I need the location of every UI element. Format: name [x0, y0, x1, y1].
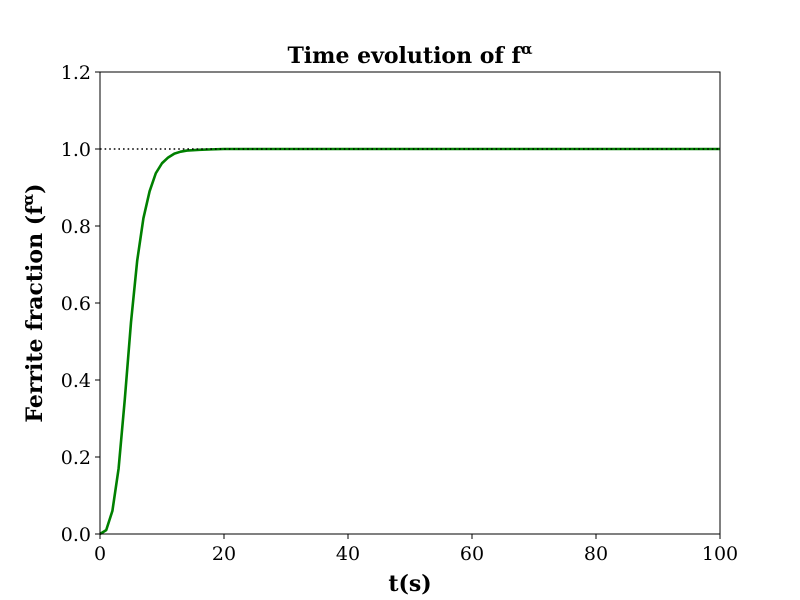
- x-axis-label: t(s): [388, 571, 431, 597]
- y-axis-label: Ferrite fraction (fα): [19, 183, 48, 422]
- y-tick-label: 0.8: [61, 216, 91, 238]
- x-tick-label: 20: [212, 543, 236, 565]
- y-tick-label: 1.0: [61, 139, 91, 161]
- plot-area: [99, 71, 721, 536]
- x-axis: 0 20 40 60 80 100: [94, 534, 738, 565]
- x-tick-label: 60: [460, 543, 484, 565]
- x-tick-label: 40: [336, 543, 360, 565]
- chart-title-text: Time evolution of f: [287, 43, 522, 69]
- x-tick-label: 100: [702, 543, 738, 565]
- y-axis-label-text: Ferrite fraction (f: [22, 204, 48, 423]
- y-tick-label: 0.6: [61, 293, 91, 315]
- plot-frame: [99, 71, 721, 535]
- y-tick-label: 0.0: [61, 524, 91, 546]
- x-tick-label: 0: [94, 543, 106, 565]
- y-axis: 0.0 0.2 0.4 0.6 0.8 1.0 1.2: [61, 62, 100, 546]
- y-tick-label: 0.2: [61, 447, 91, 469]
- y-axis-label-superscript: α: [19, 193, 37, 205]
- y-tick-label: 0.4: [61, 370, 91, 392]
- chart-title-superscript: α: [521, 40, 533, 58]
- x-tick-label: 80: [584, 543, 608, 565]
- series-line: [99, 147, 720, 536]
- chart-title: Time evolution of fα: [287, 40, 533, 69]
- y-axis-label-suffix: ): [22, 183, 48, 193]
- y-tick-label: 1.2: [61, 62, 91, 84]
